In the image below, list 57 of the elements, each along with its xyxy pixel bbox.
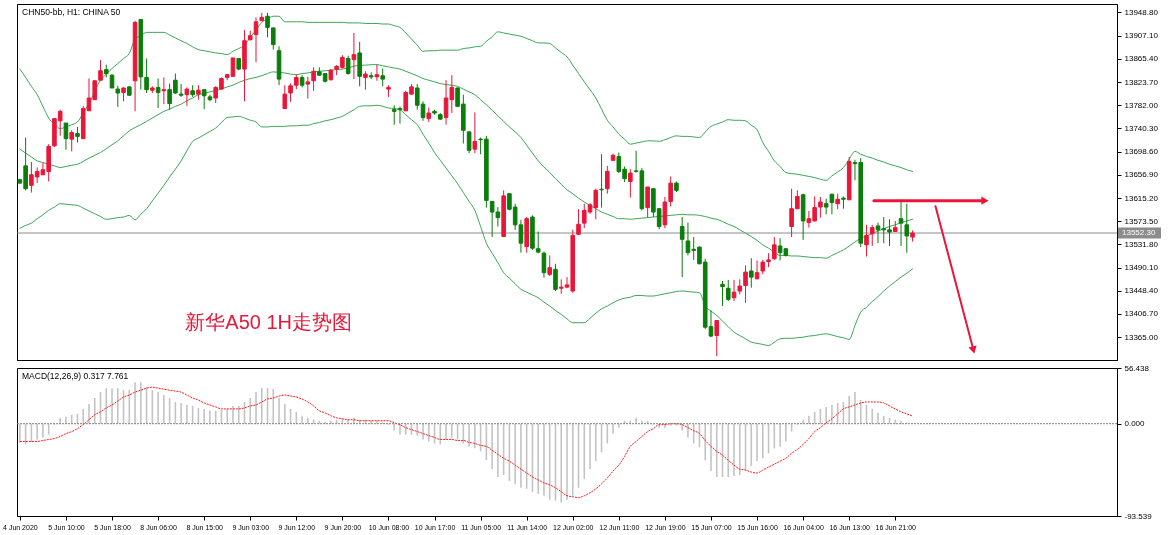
candlestick [748,257,754,289]
chart-title: MACD(12,26,9) 0.317 7.761 [22,371,129,381]
candlestick [772,236,777,261]
candlestick [253,16,259,63]
y-tick-label: 13531.80 [1124,239,1159,249]
line-series [19,386,914,499]
candlestick [374,64,380,82]
candlestick [357,41,362,87]
y-tick-label: 13948.80 [1124,7,1159,17]
candlestick [161,76,167,105]
ref-line-label: 13552.30 [1122,228,1156,238]
candlestick [63,122,69,151]
candlestick [605,165,610,195]
y-tick-label: 13865.40 [1124,54,1159,64]
candlestick [305,76,311,100]
candlestick [547,254,553,277]
candlestick [714,320,720,357]
y-tick-label: 13406.70 [1124,309,1159,319]
candlestick [898,199,904,247]
candlestick [864,224,869,258]
annotation: 新华A50 1H走势图 [185,310,353,333]
y-tick-label: 13823.70 [1124,77,1159,87]
candlestick [363,70,368,91]
y-tick-label: 0.000 [1124,419,1146,429]
y-tick-label: 13615.20 [1124,193,1159,203]
y-tick-label: 13448.40 [1124,286,1159,296]
y-tick-label: 13490.10 [1124,263,1159,273]
candlestick [69,129,75,152]
y-tick-label: 13740.30 [1124,123,1159,133]
chart-title: CHN50-bb, H1: CHINA 50 [22,7,121,17]
candlestick [679,216,685,278]
line-series [19,104,914,347]
candlestick [553,263,558,292]
y-tick-label: 13907.10 [1124,31,1159,41]
candlestick [472,111,478,154]
candlestick [345,55,351,76]
candlestick [311,66,316,92]
y-tick-label: 13656.90 [1124,170,1159,180]
candlestick [904,203,910,254]
candlestick [576,208,581,236]
candlestick [351,32,357,80]
candlestick [628,168,633,199]
y-tick-label: 13573.50 [1124,216,1159,226]
line-series [19,15,914,181]
y-tick-label: 13698.60 [1124,147,1159,157]
candlestick [184,86,190,107]
y-tick-label: 56.438 [1124,363,1150,373]
y-tick-label: 13782.00 [1124,100,1159,110]
candlestick [155,78,161,109]
line-series [19,64,914,259]
candlestick [869,224,875,247]
y-tick-label: 13365.00 [1124,332,1159,342]
y-tick-label: -93.539 [1124,511,1153,521]
candlestick [725,279,731,302]
candlestick [720,280,725,307]
candlestick [645,186,650,219]
candlestick [201,89,207,110]
